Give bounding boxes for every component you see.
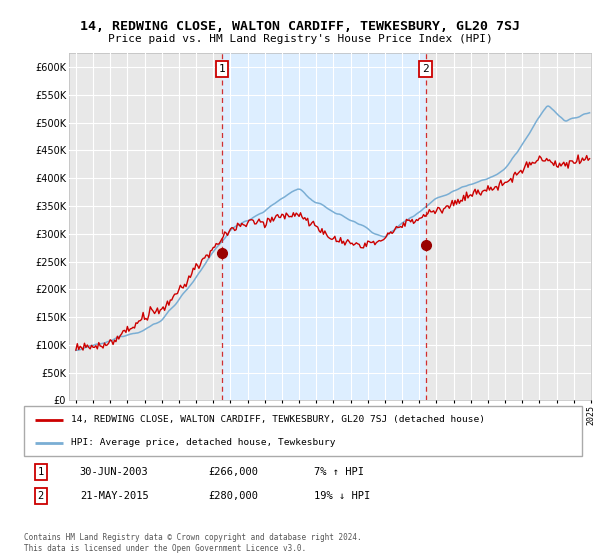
Text: 1: 1 bbox=[218, 64, 225, 74]
Text: £280,000: £280,000 bbox=[208, 491, 258, 501]
Text: HPI: Average price, detached house, Tewkesbury: HPI: Average price, detached house, Tewk… bbox=[71, 438, 336, 447]
Bar bbox=[222, 53, 425, 400]
Text: 2: 2 bbox=[38, 491, 44, 501]
Text: 19% ↓ HPI: 19% ↓ HPI bbox=[314, 491, 370, 501]
Text: 30-JUN-2003: 30-JUN-2003 bbox=[80, 467, 149, 477]
Text: 1: 1 bbox=[38, 467, 44, 477]
Text: 14, REDWING CLOSE, WALTON CARDIFF, TEWKESBURY, GL20 7SJ (detached house): 14, REDWING CLOSE, WALTON CARDIFF, TEWKE… bbox=[71, 415, 485, 424]
Text: 14, REDWING CLOSE, WALTON CARDIFF, TEWKESBURY, GL20 7SJ: 14, REDWING CLOSE, WALTON CARDIFF, TEWKE… bbox=[80, 20, 520, 32]
Text: Price paid vs. HM Land Registry's House Price Index (HPI): Price paid vs. HM Land Registry's House … bbox=[107, 34, 493, 44]
Text: 2: 2 bbox=[422, 64, 429, 74]
Text: 7% ↑ HPI: 7% ↑ HPI bbox=[314, 467, 364, 477]
Text: 21-MAY-2015: 21-MAY-2015 bbox=[80, 491, 149, 501]
Text: Contains HM Land Registry data © Crown copyright and database right 2024.
This d: Contains HM Land Registry data © Crown c… bbox=[24, 533, 362, 553]
Text: £266,000: £266,000 bbox=[208, 467, 258, 477]
FancyBboxPatch shape bbox=[24, 406, 582, 456]
